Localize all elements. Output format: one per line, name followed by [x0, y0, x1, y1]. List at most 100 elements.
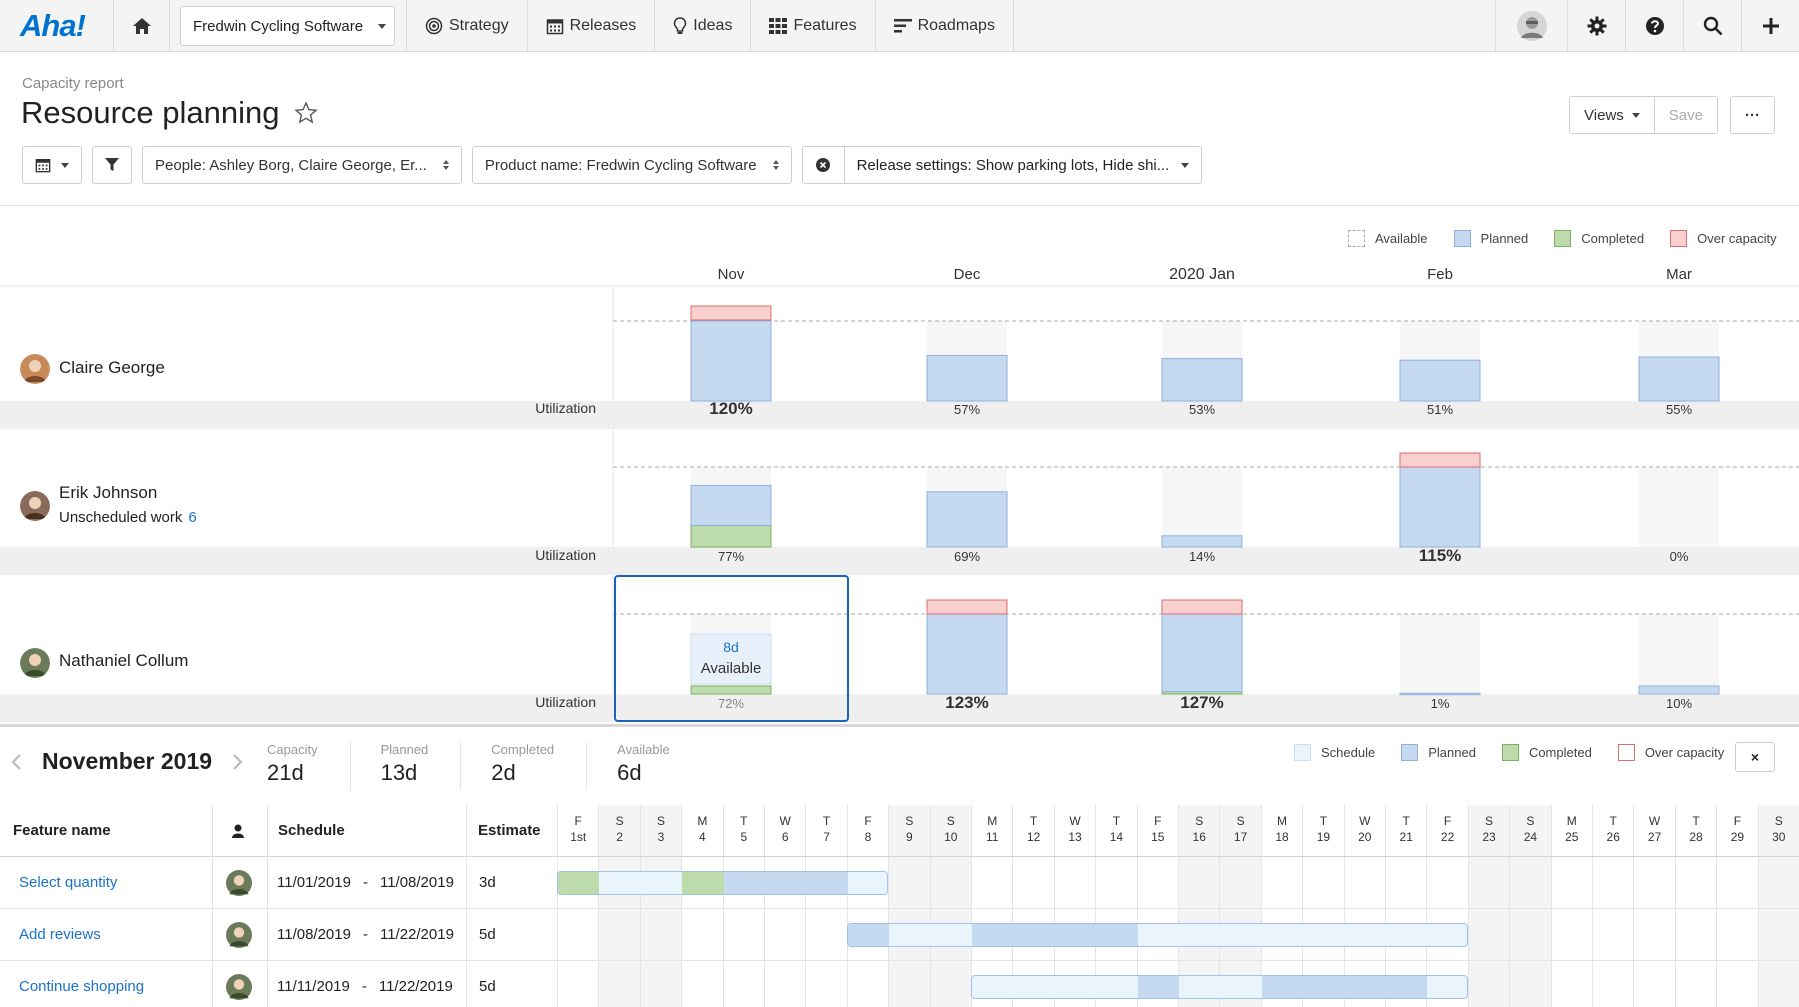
start-date[interactable]: 11/01/2019 — [277, 874, 351, 891]
over-capacity-bar[interactable] — [1399, 452, 1481, 468]
utilization-value: 10% — [1666, 696, 1692, 711]
user-avatar — [1516, 11, 1547, 41]
nav-roadmaps-label: Roadmaps — [917, 17, 995, 34]
home-button[interactable] — [114, 0, 170, 52]
day-letter: M — [987, 814, 998, 828]
person-name: Erik Johnson — [59, 483, 158, 502]
over-capacity-bar[interactable] — [690, 305, 772, 321]
planned-bar[interactable] — [1399, 466, 1481, 548]
close-detail-button[interactable]: × — [1735, 742, 1775, 772]
date-range-button[interactable] — [22, 146, 82, 184]
day-number: 17 — [1233, 830, 1248, 844]
day-header: T 21 — [1386, 813, 1426, 845]
estimate-value[interactable]: 3d — [479, 874, 496, 891]
day-number: 8 — [864, 830, 872, 844]
star-icon[interactable] — [293, 101, 318, 125]
estimate-value[interactable]: 5d — [479, 978, 496, 995]
column-divider — [267, 805, 268, 1007]
settings-button[interactable] — [1567, 0, 1625, 52]
nav-strategy[interactable]: Strategy — [406, 0, 528, 52]
planned-bar[interactable] — [690, 320, 772, 402]
product-filter[interactable]: Product name: Fredwin Cycling Software — [471, 146, 792, 184]
aha-logo[interactable]: Aha! — [0, 0, 114, 52]
feature-link[interactable]: Continue shopping — [19, 978, 145, 995]
people-filter[interactable]: People: Ashley Borg, Claire George, Er..… — [142, 146, 462, 184]
header-schedule[interactable]: Schedule — [278, 822, 345, 839]
nav-releases[interactable]: Releases — [528, 0, 656, 52]
clear-release-filter-button[interactable] — [803, 147, 845, 183]
user-menu[interactable] — [1495, 0, 1567, 52]
help-button[interactable] — [1625, 0, 1683, 52]
feature-link[interactable]: Select quantity — [19, 874, 118, 891]
planned-bar[interactable] — [926, 354, 1008, 402]
completed-bar[interactable] — [690, 685, 772, 695]
planned-bar[interactable] — [1161, 358, 1243, 402]
nav-roadmaps[interactable]: Roadmaps — [876, 0, 1014, 52]
day-letter: T — [1112, 814, 1121, 828]
chevron-right-icon[interactable] — [232, 753, 244, 771]
views-button[interactable]: Views — [1570, 97, 1654, 133]
planned-bar[interactable] — [1638, 685, 1720, 695]
day-column: S 30 — [1757, 805, 1799, 1007]
completed-swatch — [1501, 744, 1519, 761]
planned-bar[interactable] — [1399, 359, 1481, 402]
schedule-bar[interactable] — [971, 975, 1468, 999]
stat-completed-value: 2d — [491, 760, 516, 785]
planned-bar[interactable] — [1638, 356, 1720, 402]
add-button[interactable] — [1741, 0, 1799, 52]
available-label: Available — [701, 660, 762, 677]
start-date[interactable]: 11/08/2019 — [277, 926, 351, 943]
legend-planned-detail: Planned — [1401, 744, 1476, 761]
end-date[interactable]: 11/22/2019 — [379, 926, 454, 943]
nav-features[interactable]: Features — [751, 0, 876, 52]
end-date[interactable]: 11/08/2019 — [379, 874, 454, 891]
feature-link[interactable]: Add reviews — [19, 926, 101, 943]
unscheduled-work: Unscheduled work 6 — [59, 509, 197, 526]
stat-capacity: Capacity 21d — [267, 742, 351, 790]
more-options-button[interactable]: ··· — [1730, 96, 1775, 134]
product-selector[interactable]: Fredwin Cycling Software — [180, 6, 395, 46]
nav-ideas[interactable]: Ideas — [655, 0, 752, 52]
header-feature-name[interactable]: Feature name — [13, 822, 111, 839]
table-row: Add reviews 11/08/2019-11/22/2019 5d — [0, 909, 1799, 961]
planned-bar[interactable] — [1161, 535, 1243, 548]
release-settings-dropdown[interactable]: Release settings: Show parking lots, Hid… — [845, 147, 1202, 183]
selected-cell-highlight[interactable] — [614, 575, 849, 722]
over-capacity-bar[interactable] — [1161, 599, 1243, 615]
chevron-left-icon[interactable] — [10, 753, 22, 771]
planned-bar[interactable] — [1399, 692, 1481, 696]
planned-segment — [1137, 976, 1179, 998]
over-capacity-bar[interactable] — [926, 599, 1008, 615]
schedule-bar[interactable] — [557, 871, 889, 895]
avatar — [20, 648, 50, 678]
estimate-value[interactable]: 5d — [479, 926, 496, 943]
completed-bar[interactable] — [690, 524, 772, 548]
planned-bar[interactable] — [690, 484, 772, 526]
header-estimate[interactable]: Estimate — [478, 822, 541, 839]
start-date[interactable]: 11/11/2019 — [277, 978, 350, 995]
planned-bar[interactable] — [926, 491, 1008, 548]
table-row: Select quantity 11/01/2019-11/08/2019 3d — [0, 857, 1799, 909]
header-divider — [0, 205, 1799, 206]
save-button[interactable]: Save — [1653, 97, 1717, 133]
day-number: 24 — [1523, 830, 1538, 844]
planned-bar[interactable] — [1161, 611, 1243, 693]
search-button[interactable] — [1683, 0, 1741, 52]
day-header: M 11 — [972, 813, 1012, 845]
available-bar[interactable] — [690, 633, 772, 685]
nav-utilities — [1495, 0, 1799, 52]
month-label: Dec — [954, 266, 981, 283]
filter-button[interactable] — [92, 146, 132, 184]
filter-bar: People: Ashley Borg, Claire George, Er..… — [22, 146, 1203, 186]
end-date[interactable]: 11/22/2019 — [378, 978, 453, 995]
day-letter: F — [574, 814, 582, 828]
breadcrumb[interactable]: Capacity report — [22, 75, 124, 92]
month-label: 2020 Jan — [1169, 266, 1235, 283]
day-number: 1st — [570, 830, 587, 844]
schedule-bar[interactable] — [846, 923, 1468, 947]
unscheduled-work-count[interactable]: 6 — [188, 509, 197, 526]
schedule-range: 11/11/2019-11/22/2019 — [277, 961, 453, 1007]
planned-bar[interactable] — [926, 613, 1008, 695]
